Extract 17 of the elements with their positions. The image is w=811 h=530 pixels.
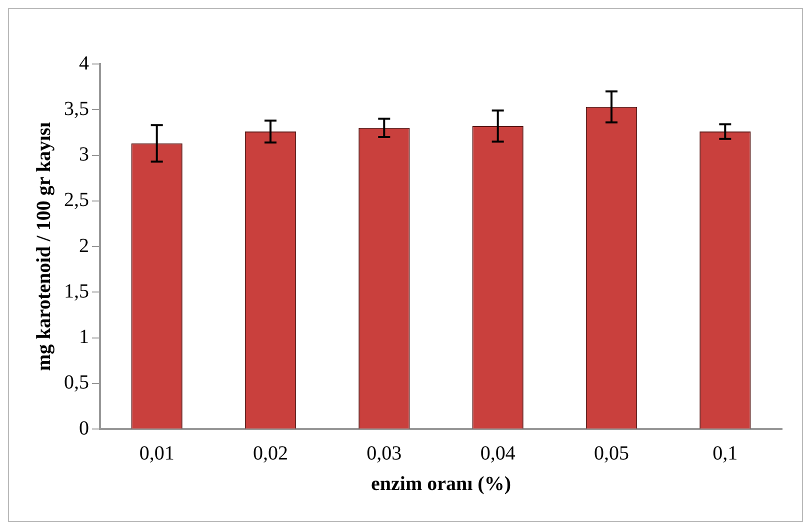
x-tick-label: 0,05	[594, 442, 629, 464]
y-tick-label: 0,5	[64, 372, 89, 394]
y-tick-label: 1,5	[64, 280, 89, 302]
x-tick-label: 0,03	[366, 442, 402, 464]
y-tick-label: 2,5	[64, 189, 89, 212]
y-tick-label: 4	[79, 52, 89, 74]
y-tick-label: 3,5	[64, 98, 89, 120]
x-tick-label: 0,02	[253, 442, 288, 464]
y-tick-label: 2	[79, 234, 89, 257]
x-tick-label: 0,04	[480, 442, 516, 464]
x-axis-title: enzim oranı (%)	[371, 473, 511, 496]
y-tick-label: 0	[79, 417, 89, 440]
x-tick-label: 0,1	[712, 442, 738, 464]
y-tick-label: 3	[79, 144, 89, 166]
y-tick-label: 1	[79, 326, 89, 348]
x-tick-label: 0,01	[139, 442, 174, 464]
y-axis-title: mg karotenoid / 100 gr kayısı	[33, 122, 56, 371]
